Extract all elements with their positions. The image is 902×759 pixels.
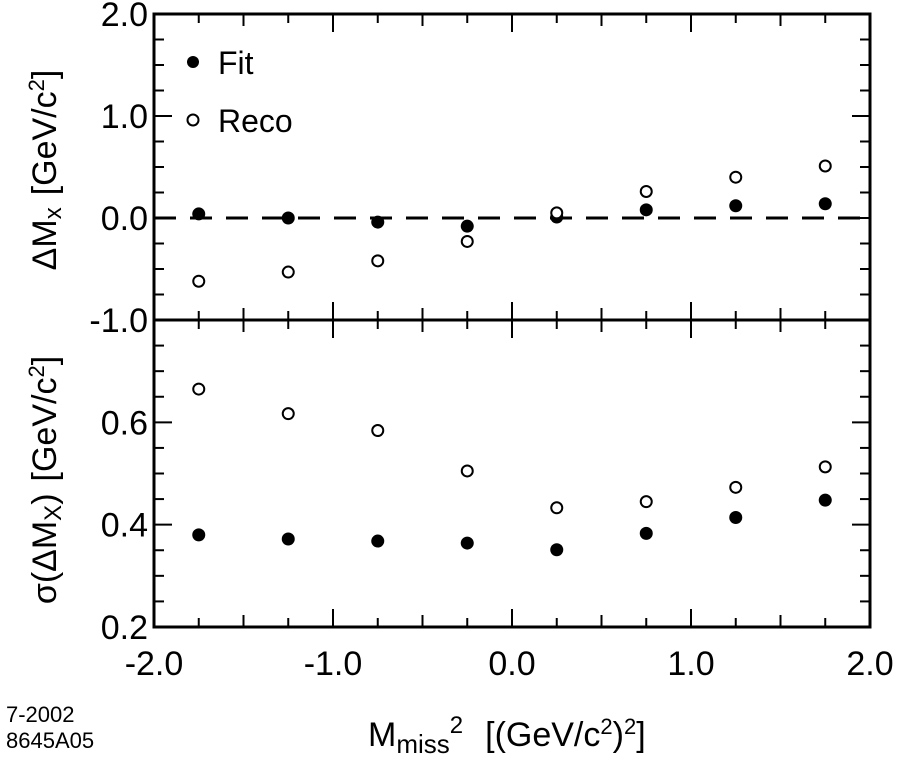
top-panel: -1.0 0.0 1.0 2.0 Fit Reco ΔMx [GeV/c2]: [24, 0, 872, 340]
bottom-ylabel-main: σ(ΔM: [26, 521, 64, 604]
fit-point: [818, 197, 832, 211]
top-panel-frame: [152, 12, 872, 322]
fit-point: [192, 207, 206, 221]
reco-point: [192, 274, 206, 288]
reco-point: [550, 206, 564, 220]
top-ylabel-unit-suffix: ]: [26, 70, 64, 79]
reco-point: [192, 382, 206, 396]
y-tick-label: 0.2: [101, 609, 148, 647]
x-axis-label: Mmiss2 [(GeV/c2)2]: [368, 712, 646, 759]
x-tick-label: -2.0: [125, 645, 184, 683]
legend-reco-label: Reco: [218, 103, 293, 139]
reco-point: [639, 495, 653, 509]
legend-fit-label: Fit: [218, 45, 254, 81]
reco-point: [639, 184, 653, 198]
bottom-panel: 0.2 0.4 0.6 σ(ΔMX) [GeV/c2]: [24, 318, 872, 647]
reco-point: [281, 407, 295, 421]
xlabel-unit-sup2: 2: [624, 714, 636, 739]
reco-point: [818, 460, 832, 474]
bottom-ylabel-unit-sup: 2: [24, 365, 49, 377]
reco-point: [371, 424, 385, 438]
bottom-ylabel-unit-prefix: [GeV/c: [26, 378, 64, 482]
x-tick-label: 0.0: [488, 645, 535, 683]
xlabel-sup: 2: [450, 712, 463, 739]
fit-point: [639, 526, 653, 540]
reco-point: [729, 480, 743, 494]
bottom-ylabel-sub: X: [40, 505, 67, 521]
bottom-panel-frame: [152, 318, 872, 629]
fit-point: [371, 534, 385, 548]
x-tick-label: 1.0: [667, 645, 714, 683]
xlabel-unit-prefix: [(GeV/c: [485, 716, 600, 754]
fit-point: [192, 528, 206, 542]
y-tick-label: -1.0: [89, 302, 148, 340]
reco-point: [281, 265, 295, 279]
xlabel-unit-sup: 2: [600, 714, 612, 739]
fit-point: [818, 493, 832, 507]
y-tick-label: 2.0: [101, 0, 148, 34]
fit-point: [281, 211, 295, 225]
y-tick-label: 0.6: [101, 404, 148, 442]
legend-reco-marker: [186, 113, 200, 127]
reco-point: [371, 254, 385, 268]
fit-point: [639, 203, 653, 217]
x-tick-label: 2.0: [846, 645, 893, 683]
xlabel-sub: miss: [396, 729, 449, 759]
top-panel-ticks: [153, 13, 871, 321]
xlabel-main: M: [368, 716, 396, 754]
fit-point: [729, 511, 743, 525]
reco-point: [550, 501, 564, 515]
bottom-panel-ticks: [153, 319, 871, 628]
y-tick-label: 1.0: [101, 98, 148, 136]
y-tick-label: 0.0: [101, 200, 148, 238]
note-date: 7-2002: [6, 702, 75, 727]
fit-point: [371, 215, 385, 229]
reco-point: [818, 159, 832, 173]
legend-fit-marker: [187, 56, 199, 68]
reco-point: [460, 464, 474, 478]
bottom-ylabel-unit-suffix: ]: [26, 356, 64, 365]
fit-point: [729, 199, 743, 213]
fit-point: [460, 536, 474, 550]
reco-point: [729, 170, 743, 184]
reco-point: [460, 234, 474, 248]
fit-point: [460, 219, 474, 233]
x-tick-label: -1.0: [304, 645, 363, 683]
bottom-panel-points: [192, 382, 832, 557]
bottom-ylabel-close: ): [26, 493, 64, 504]
fit-point: [550, 543, 564, 557]
xlabel-unit-mid: ): [613, 716, 624, 754]
top-panel-points: [192, 159, 832, 288]
y-tick-label: 0.4: [101, 507, 148, 545]
bottom-y-axis-label: σ(ΔMX) [GeV/c2]: [24, 356, 67, 604]
top-ylabel-unit-sup: 2: [24, 79, 49, 91]
top-y-axis-label: ΔMx [GeV/c2]: [24, 70, 67, 271]
top-panel-tick-labels: -1.0 0.0 1.0 2.0: [89, 0, 148, 340]
bottom-panel-tick-labels: 0.2 0.4 0.6: [101, 404, 148, 647]
fit-point: [281, 532, 295, 546]
x-axis-tick-labels: -2.0 -1.0 0.0 1.0 2.0: [125, 645, 894, 683]
top-ylabel-sub: x: [40, 207, 67, 219]
top-ylabel-main: ΔM: [26, 219, 64, 270]
top-ylabel-unit-prefix: [GeV/c: [26, 91, 64, 195]
note-code: 8645A05: [6, 728, 94, 753]
legend: Fit Reco: [186, 45, 293, 139]
xlabel-unit-suffix: ]: [636, 716, 645, 754]
